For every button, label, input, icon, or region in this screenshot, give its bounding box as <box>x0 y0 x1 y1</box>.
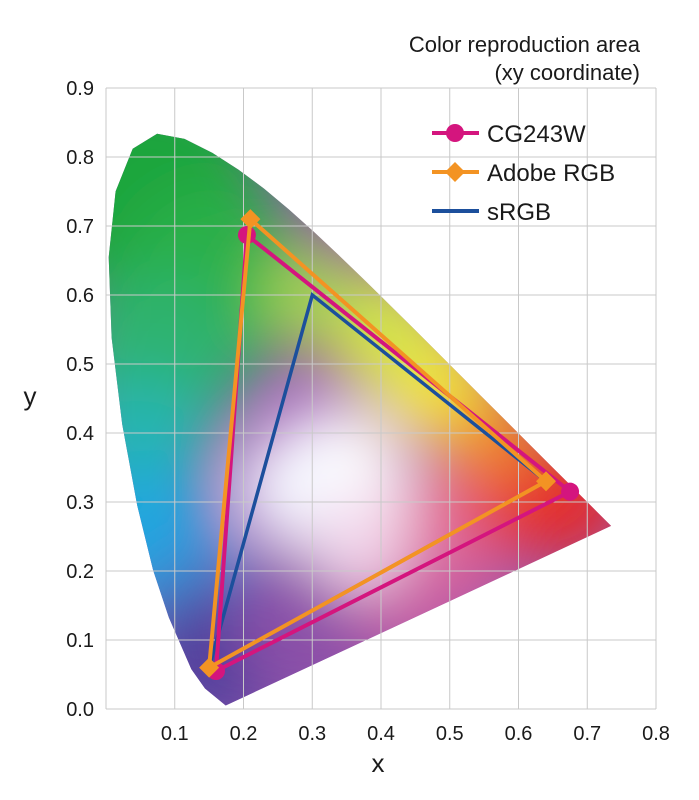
series-adobe-rgb <box>199 209 556 678</box>
y-tick-label: 0.8 <box>66 147 94 169</box>
legend-label: sRGB <box>487 199 551 226</box>
y-tick-label: 0.7 <box>66 216 94 238</box>
legend-label: CG243W <box>487 121 586 148</box>
y-tick-label: 0.2 <box>66 561 94 583</box>
legend-marker <box>446 124 464 142</box>
x-tick-label: 0.4 <box>367 723 395 745</box>
gamut-series <box>199 209 580 681</box>
marker-adobe-rgb <box>536 471 556 492</box>
x-tick-label: 0.6 <box>505 723 533 745</box>
y-axis-label: y <box>24 381 37 411</box>
legend: CG243W Adobe RGB sRGB <box>432 121 615 226</box>
gamut-triangle-adobe-rgb <box>206 214 550 672</box>
legend-item-adobe-rgb: Adobe RGB <box>432 160 615 187</box>
gamut-triangle-cg243w <box>213 231 574 675</box>
x-tick-label: 0.2 <box>230 723 258 745</box>
marker-adobe-rgb <box>199 657 220 678</box>
y-tick-label: 0.3 <box>66 492 94 514</box>
y-tick-label: 0.6 <box>66 285 94 307</box>
y-tick-label: 0.4 <box>66 423 94 445</box>
legend-marker <box>445 162 465 182</box>
x-tick-label: 0.1 <box>161 723 189 745</box>
marker-adobe-rgb <box>240 209 261 230</box>
x-axis-label: x <box>372 748 385 778</box>
x-tick-label: 0.7 <box>573 723 601 745</box>
x-tick-label: 0.8 <box>642 723 670 745</box>
grid <box>105 87 657 710</box>
y-tick-label: 0.0 <box>66 699 94 721</box>
x-tick-label: 0.3 <box>298 723 326 745</box>
y-tick-label: 0.9 <box>66 78 94 100</box>
legend-item-cg243w: CG243W <box>432 121 586 148</box>
legend-label: Adobe RGB <box>487 160 615 187</box>
marker-cg243w <box>561 482 580 501</box>
chart-subtitle: (xy coordinate) <box>494 60 640 85</box>
chart-title: Color reproduction area <box>409 32 641 57</box>
series-cg243w <box>207 225 580 681</box>
y-tick-label: 0.1 <box>66 630 94 652</box>
y-tick-label: 0.5 <box>66 354 94 376</box>
axes: 0.1 0.2 0.3 0.4 0.5 0.6 0.7 0.8 0.0 0.1 0.2 0.3 0.4 0… <box>66 78 670 745</box>
legend-item-srgb: sRGB <box>432 199 551 226</box>
x-tick-label: 0.5 <box>436 723 464 745</box>
